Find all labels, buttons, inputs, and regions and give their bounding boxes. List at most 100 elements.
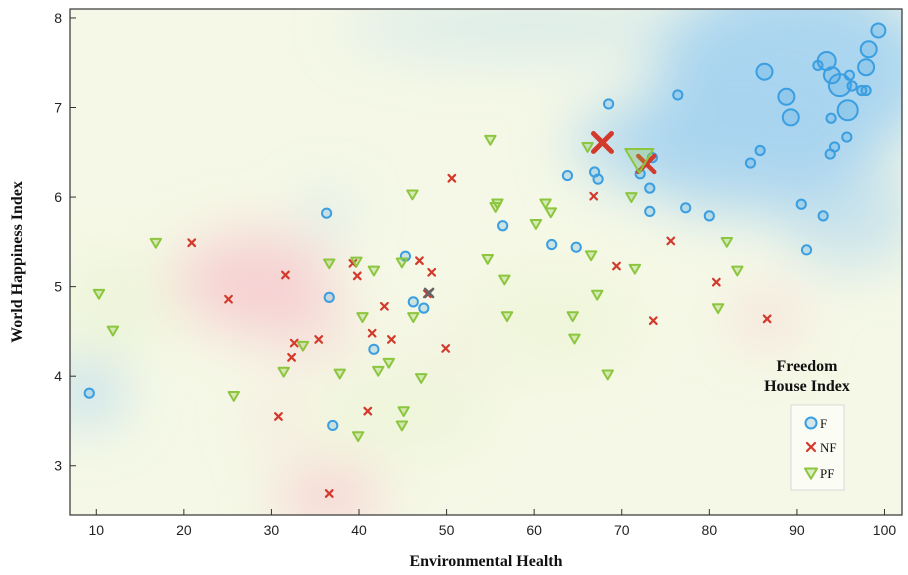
data-point-pf (395, 420, 409, 432)
data-point-f (546, 238, 558, 251)
data-point-pf (277, 366, 290, 378)
data-point-nf (367, 328, 377, 338)
data-point-f (368, 343, 380, 355)
data-point-f (570, 241, 582, 253)
data-point-f (781, 108, 800, 127)
data-point-pf (351, 431, 365, 443)
x-tick-label: 60 (526, 522, 542, 538)
data-point-pf (498, 274, 511, 286)
y-axis-title: World Happiness Index (9, 181, 26, 343)
data-point-nf (591, 130, 614, 154)
data-point-nf (648, 316, 658, 326)
data-point-f (83, 387, 95, 399)
x-tick-label: 10 (88, 522, 104, 538)
data-point-f (755, 62, 774, 81)
x-tick-label: 20 (176, 522, 192, 538)
y-tick-label: 3 (54, 458, 62, 474)
data-point-pf (484, 134, 497, 146)
data-point-f (323, 291, 335, 303)
data-point-f (321, 207, 333, 219)
data-points (83, 22, 887, 498)
data-point-nf (427, 267, 437, 277)
data-point-pf (711, 303, 725, 315)
data-point-pf (407, 312, 420, 324)
legend-title-line1: Freedom (776, 358, 838, 375)
data-point-nf (415, 256, 424, 266)
data-point-pf (382, 357, 395, 369)
data-point-nf (666, 236, 676, 246)
data-point-f (644, 205, 656, 217)
data-point-pf (628, 263, 642, 275)
data-point-nf (274, 412, 283, 421)
data-point-f (800, 244, 813, 256)
data-point-pf (367, 265, 381, 277)
data-point-pf (481, 253, 494, 265)
data-point-nf (289, 338, 299, 348)
data-point-f (827, 73, 852, 98)
data-point-nf (447, 173, 457, 183)
data-point-pf (227, 390, 240, 402)
data-point-pf (395, 257, 409, 269)
data-point-nf (612, 261, 621, 271)
data-point-nf (363, 406, 373, 416)
data-point-unknown (423, 287, 435, 299)
data-point-f (680, 202, 692, 214)
y-tick-label: 6 (54, 189, 62, 205)
data-point-f (870, 22, 887, 39)
legend-item-pf: PF (804, 466, 834, 481)
x-tick-label: 80 (702, 522, 718, 538)
legend-box (790, 404, 845, 491)
x-tick-label: 70 (614, 522, 630, 538)
data-point-pf (566, 311, 579, 323)
data-point-pf (414, 373, 428, 384)
data-point-f (857, 58, 876, 77)
data-point-f (777, 87, 796, 106)
x-axis-ticks: 10 20 30 40 50 60 70 80 90 100 (88, 509, 896, 538)
data-point-f (843, 69, 856, 81)
data-point-f (825, 112, 837, 124)
data-point-nf (281, 270, 290, 280)
legend-marker-pf (804, 467, 818, 480)
data-point-pf (529, 219, 543, 230)
data-point-pf (149, 237, 163, 249)
data-point-nf (711, 277, 721, 287)
data-point-pf (625, 192, 638, 204)
data-point-f (846, 80, 858, 92)
data-point-pf (544, 207, 558, 219)
y-tick-label: 4 (54, 368, 62, 384)
data-point-pf (500, 311, 514, 323)
y-tick-label: 7 (54, 100, 62, 116)
data-point-f (672, 89, 684, 101)
decision-region-background (70, 9, 902, 515)
data-point-nf (287, 352, 296, 362)
data-point-pf (372, 365, 385, 377)
data-point-f (822, 66, 841, 85)
data-point-pf (356, 312, 369, 324)
x-tick-label: 40 (351, 522, 367, 538)
x-tick-label: 100 (873, 522, 897, 538)
x-axis-title: Environmental Health (409, 553, 562, 570)
data-point-nf (324, 489, 334, 498)
data-point-nf (762, 314, 772, 324)
legend-label-nf: NF (820, 440, 837, 455)
data-point-f (603, 98, 615, 110)
data-point-f (744, 157, 757, 169)
data-point-pf (323, 258, 336, 270)
data-point-f (828, 141, 841, 153)
data-point-pf (568, 333, 581, 345)
data-point-pf (581, 142, 594, 153)
data-point-f (561, 169, 574, 182)
data-point-pf (539, 198, 552, 210)
data-point-f (860, 84, 872, 97)
data-point-f (418, 302, 430, 314)
x-tick-label: 30 (264, 522, 280, 538)
data-point-f (497, 220, 509, 232)
data-point-f (817, 210, 829, 222)
data-point-pf (333, 368, 346, 380)
data-point-nf (352, 271, 362, 281)
data-point-f (644, 182, 656, 194)
data-point-f (859, 40, 878, 59)
data-point-nf (224, 294, 233, 304)
data-point-f (836, 99, 859, 122)
data-point-nf (589, 191, 599, 201)
